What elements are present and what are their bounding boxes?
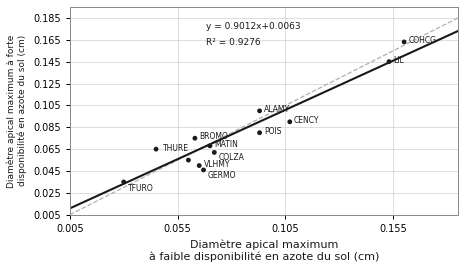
Point (185, 158, 192, 162)
Point (200, 168, 207, 172)
Text: GERMO: GERMO (208, 171, 236, 180)
Text: COLZA: COLZA (219, 153, 245, 162)
Text: ALAMY: ALAMY (264, 105, 290, 114)
Point (211, 150, 218, 155)
Point (256, 109, 263, 113)
Text: THURE: THURE (163, 144, 188, 153)
Point (120, 180, 127, 184)
Text: VLHMY: VLHMY (204, 160, 230, 169)
Point (286, 120, 293, 124)
Point (195, 163, 203, 168)
Text: MATIN: MATIN (214, 140, 238, 149)
Text: LIL: LIL (393, 56, 404, 65)
Text: CENCY: CENCY (294, 116, 319, 125)
Text: TFURO: TFURO (128, 184, 154, 193)
Y-axis label: Diamètre apical maximum à forte
disponibilité en azote du sol (cm): Diamètre apical maximum à forte disponib… (7, 34, 27, 187)
Point (256, 130, 263, 135)
Point (206, 144, 214, 148)
X-axis label: Diamètre apical maximum
à faible disponibilité en azote du sol (cm): Diamètre apical maximum à faible disponi… (149, 239, 379, 262)
Point (385, 59, 393, 64)
Text: BROMO: BROMO (199, 132, 228, 140)
Text: COHCG: COHCG (408, 36, 437, 45)
Point (400, 40, 408, 44)
Point (191, 136, 199, 140)
Text: y = 0.9012x+0.0063: y = 0.9012x+0.0063 (206, 22, 300, 31)
Text: POIS: POIS (264, 127, 281, 136)
Point (153, 147, 160, 151)
Text: R² = 0.9276: R² = 0.9276 (206, 38, 260, 47)
